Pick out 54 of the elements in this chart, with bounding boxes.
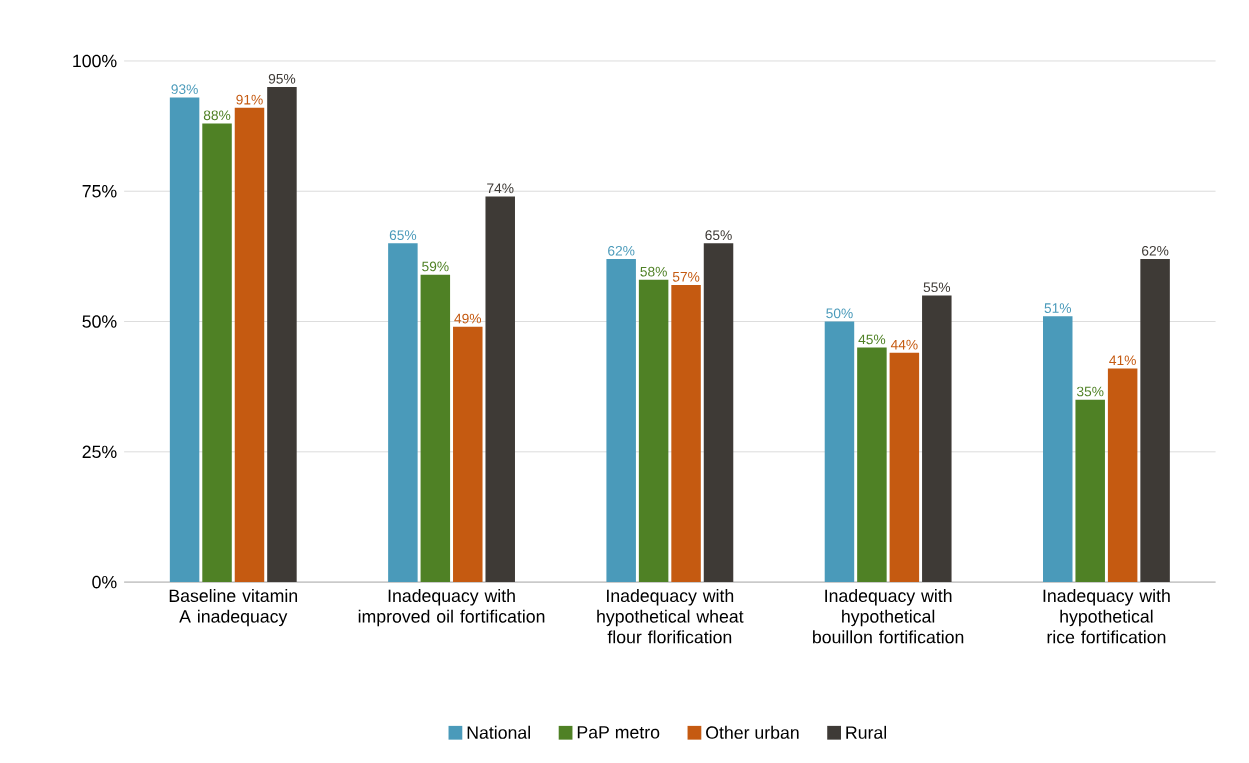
bar xyxy=(420,274,451,583)
x-tick-label: Inadequacy with improved oil fortification xyxy=(358,589,545,627)
data-label: 93% xyxy=(171,84,198,95)
legend-label: Other urban xyxy=(706,725,799,739)
bar xyxy=(1107,368,1138,583)
bar xyxy=(1043,316,1073,583)
x-tick-label: Inadequacy with hypothetical wheat flour florification xyxy=(597,589,744,644)
bar xyxy=(922,295,952,583)
data-label: 55% xyxy=(923,282,951,293)
data-label: 35% xyxy=(1076,386,1104,397)
data-label: 65% xyxy=(389,230,417,240)
x-tick-label: Baseline vitamin A inadequacy xyxy=(169,589,298,627)
bar xyxy=(638,279,669,583)
bar xyxy=(485,196,515,583)
data-label: 62% xyxy=(1142,245,1169,256)
data-label: 95% xyxy=(268,73,296,84)
bar xyxy=(1075,399,1105,583)
legend-label: PaP metro xyxy=(577,726,660,739)
data-label: 58% xyxy=(640,266,667,277)
data-label: 57% xyxy=(672,272,700,282)
bar xyxy=(671,285,701,583)
bar xyxy=(202,123,232,583)
bar xyxy=(889,352,920,583)
legend-label: National xyxy=(467,725,530,739)
data-label: 65% xyxy=(705,230,732,240)
bar xyxy=(234,107,265,583)
bar xyxy=(824,321,855,583)
bar xyxy=(453,326,483,583)
data-label: 88% xyxy=(203,110,231,121)
bar xyxy=(169,97,200,583)
data-label: 44% xyxy=(890,339,918,350)
legend-label: Rural xyxy=(846,725,887,739)
bar xyxy=(703,243,734,583)
y-tick-label: 50% xyxy=(82,315,117,328)
bar xyxy=(1140,258,1170,583)
data-label: 45% xyxy=(858,334,886,345)
data-label: 41% xyxy=(1109,355,1136,366)
data-label: 74% xyxy=(487,183,514,194)
bar xyxy=(857,347,887,583)
bar xyxy=(267,87,297,583)
y-tick-label: 100% xyxy=(73,54,117,68)
bar xyxy=(606,258,636,583)
x-tick-label: Inadequacy with hypothetical rice fortification xyxy=(1043,589,1170,644)
y-tick-label: 25% xyxy=(82,445,117,459)
data-label: 49% xyxy=(454,313,482,324)
data-label: 50% xyxy=(826,308,853,319)
y-tick-label: 0% xyxy=(92,575,117,589)
data-label: 91% xyxy=(236,94,263,105)
bar xyxy=(388,243,418,583)
y-tick-label: 75% xyxy=(82,185,117,198)
data-label: 59% xyxy=(422,261,449,272)
x-tick-label: Inadequacy with hypothetical bouillon fortification xyxy=(813,589,964,644)
data-label: 51% xyxy=(1044,303,1072,313)
data-label: 62% xyxy=(608,245,635,256)
